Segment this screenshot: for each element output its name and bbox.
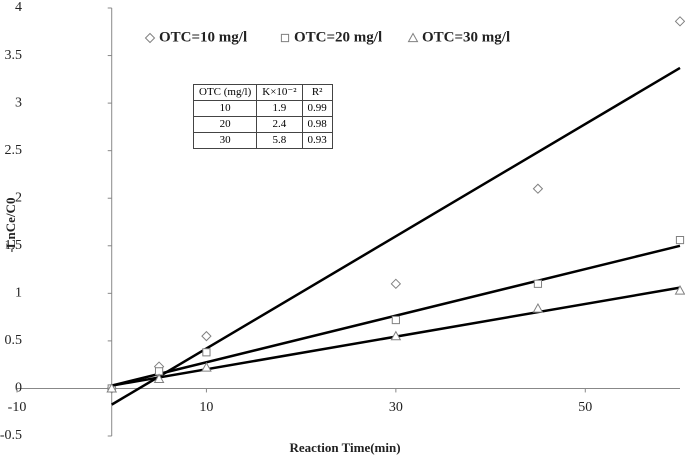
x-tick-label: 50: [578, 400, 592, 415]
table-row: 20 2.4 0.98: [192, 116, 333, 133]
legend-label: OTC=30 mg/l: [422, 29, 510, 45]
point: [106, 382, 118, 393]
y-tick-label: 4: [15, 0, 22, 15]
table-row: 30 5.8 0.93: [192, 132, 333, 149]
y-tick-label: 2: [15, 190, 22, 205]
table-cell: 30: [192, 132, 258, 149]
point: [532, 303, 544, 313]
y-tick-label: 2.5: [5, 143, 23, 158]
y-tick-label: -0.5: [0, 428, 22, 443]
table-cell: 10: [192, 100, 258, 117]
y-tick-label: 3.5: [5, 48, 23, 63]
trendline: [111, 244, 681, 387]
point: [674, 16, 685, 27]
table-cell: 2.4: [256, 116, 303, 133]
y-tick-label: 1.5: [5, 238, 23, 253]
table: OTC (mg/l) K×10⁻² R² 10 1.9 0.99 20 2.4 0.98 30 5.…: [192, 84, 333, 149]
point: [153, 373, 165, 384]
x-tick-label: 30: [389, 400, 403, 415]
table-cell: 0.93: [301, 132, 333, 149]
point: [390, 278, 402, 290]
table-cell: 1.9: [256, 100, 303, 117]
table-cell: 5.8: [256, 132, 303, 149]
point: [390, 330, 402, 341]
y-tick-label: 3: [15, 95, 22, 110]
point: [201, 361, 212, 372]
table-cell: K×10⁻²: [256, 84, 303, 101]
point: [391, 315, 400, 325]
table-cell: OTC (mg/l): [192, 84, 258, 101]
x-tick-label: 10: [199, 400, 213, 415]
table-cell: R²: [301, 84, 333, 101]
legend-label: OTC=10 mg/l: [159, 29, 247, 45]
table-row: 10 1.9 0.99: [192, 100, 333, 117]
table-row: OTC (mg/l) K×10⁻² R²: [192, 84, 333, 101]
legend-marker: [280, 33, 290, 43]
point: [532, 183, 544, 194]
table-cell: 0.99: [301, 100, 333, 117]
point: [202, 348, 211, 357]
table-cell: 0.98: [301, 116, 333, 133]
y-tick-label: 0: [15, 381, 22, 396]
point: [154, 367, 164, 376]
y-tick-label: 0.5: [5, 333, 23, 348]
point: [674, 284, 685, 295]
legend-marker: [144, 32, 156, 44]
table-cell: 20: [192, 116, 258, 133]
point: [675, 235, 685, 245]
x-tick-label: -10: [8, 400, 27, 415]
y-tick-label: 1: [15, 286, 22, 301]
point: [533, 279, 543, 288]
y-axis-label: -LnCe/C0: [3, 198, 18, 253]
legend-marker: [407, 32, 419, 43]
point: [201, 330, 212, 342]
x-axis-label: Reaction Time(min): [289, 440, 400, 455]
legend-label: OTC=20 mg/l: [294, 29, 382, 45]
